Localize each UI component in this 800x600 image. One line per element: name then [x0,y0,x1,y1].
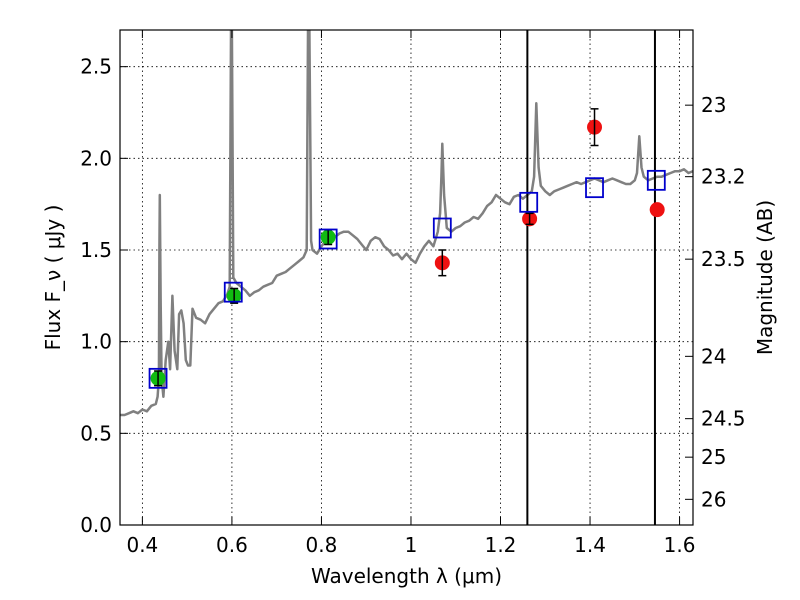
model-band-square [223,281,243,303]
model-band-square [646,169,666,191]
right-tick-label: 24 [701,344,726,368]
grid [120,30,693,526]
x-tick-label: 0.8 [306,533,338,557]
x-tick-label: 1 [405,533,418,557]
x-tick-label: 0.6 [216,533,248,557]
right-tick-label: 23.5 [701,247,746,271]
x-axis-label: Wavelength λ (μm) [311,564,502,588]
model-band-square [519,191,539,213]
vertical-lines-layer [526,30,656,525]
right-tick-label: 23 [701,93,726,117]
right-tick-label: 24.5 [701,407,746,431]
model-band-square [318,228,338,250]
model-band-square [585,177,604,199]
right-axis-label: Magnitude (AB) [753,200,777,355]
model-spectrum-line [120,30,693,417]
x-tick-label: 1.2 [485,533,517,557]
ticks-layer: 0.4 0.6 0.8 1 1.2 1.4 1.6 0.0 0.5 1.0 1.5 2.0 2.5 23 2… [80,30,746,557]
x-tick-label: 0.4 [126,533,158,557]
y-tick-label: 1.5 [80,238,112,262]
red-data-point [649,202,665,218]
right-tick-label: 26 [701,487,726,511]
y-tick-label: 2.0 [80,146,112,170]
model-band-square [432,217,452,239]
x-tick-label: 1.4 [574,533,606,557]
data-points-layer [148,108,666,389]
model-spectrum-layer [120,30,693,417]
y-tick-label: 0.0 [80,513,112,537]
right-tick-label: 25 [701,445,726,469]
y-tick-label: 0.5 [80,421,112,445]
model-band-square [148,367,168,389]
y-tick-label: 2.5 [80,55,112,79]
right-tick-label: 23.2 [701,165,746,189]
x-tick-label: 1.6 [664,533,696,557]
y-tick-label: 1.0 [80,330,112,354]
plot-frame [119,29,694,526]
y-axis-label: Flux F_ν ( μJy ) [41,205,65,351]
